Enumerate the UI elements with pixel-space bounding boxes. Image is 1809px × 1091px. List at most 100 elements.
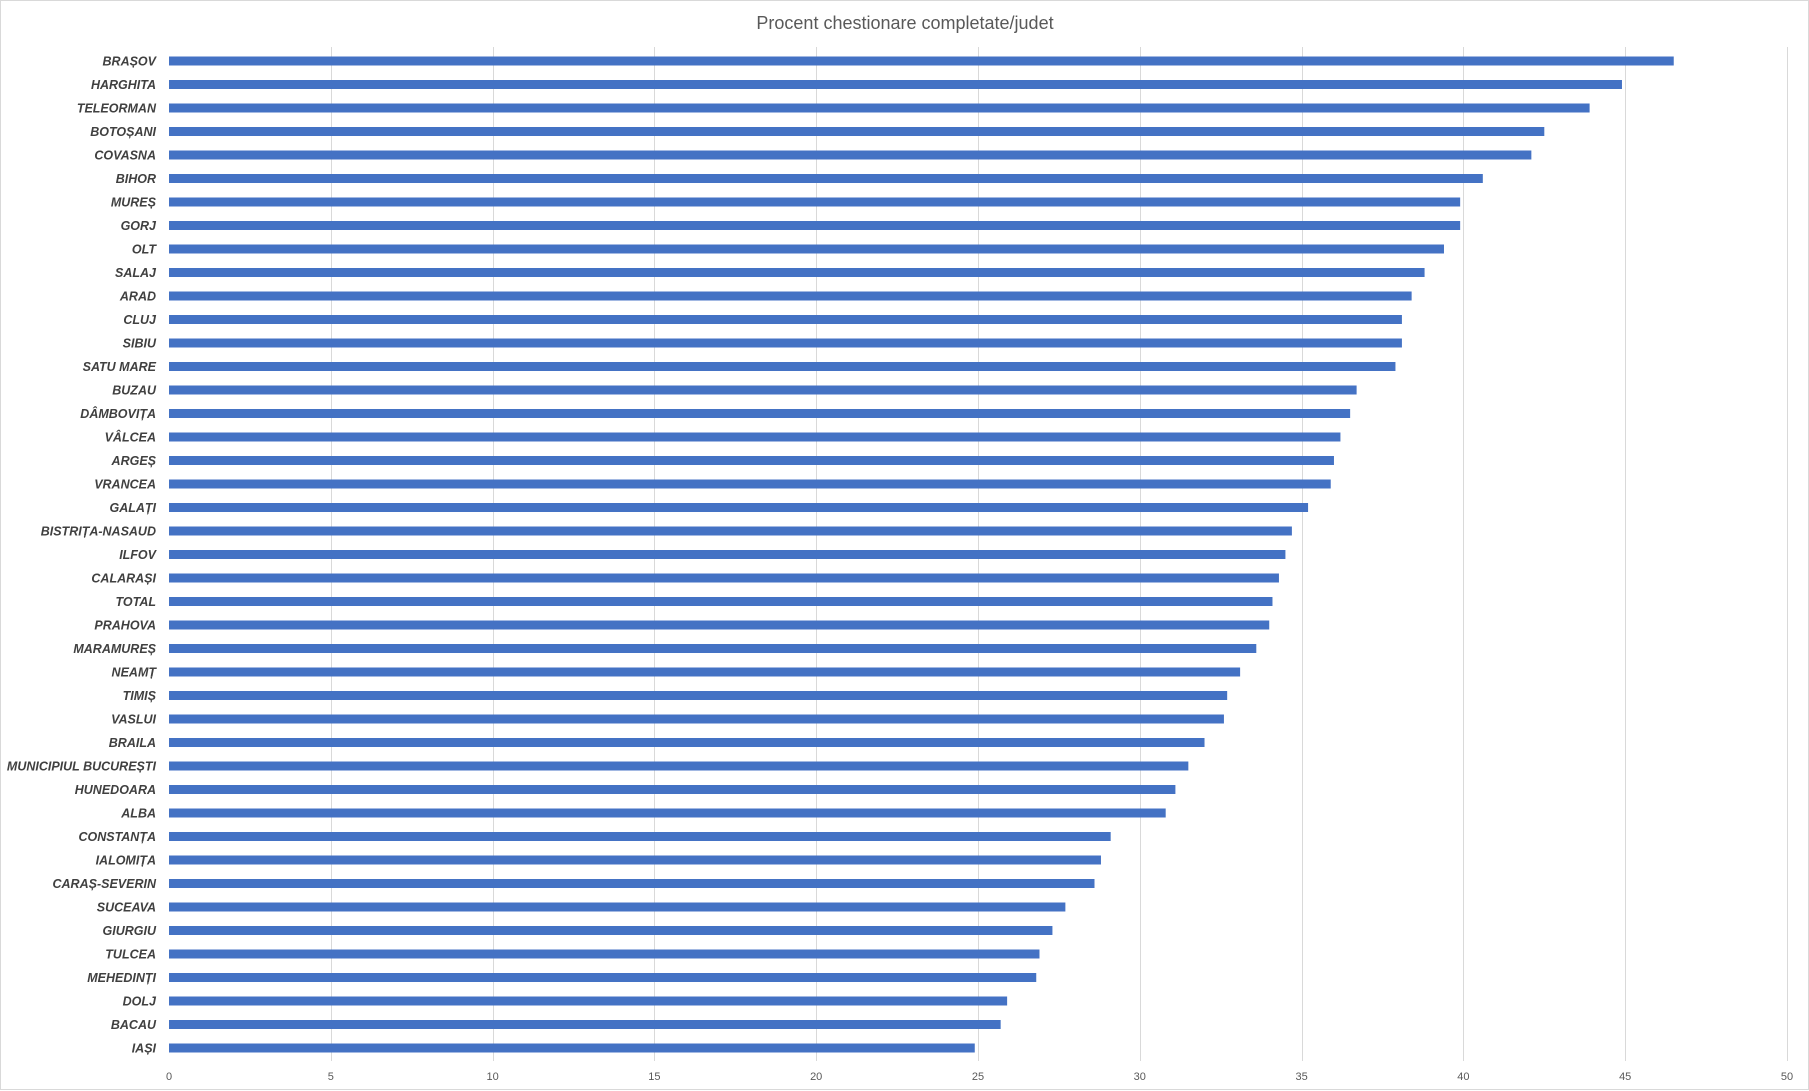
bar [169, 550, 1286, 559]
bar [169, 315, 1402, 324]
bar [169, 573, 1279, 583]
category-label: COVASNA [94, 149, 156, 163]
category-label: SIBIU [123, 337, 157, 351]
bar [169, 338, 1402, 348]
bar [169, 785, 1176, 794]
x-tick-label: 25 [972, 1071, 984, 1083]
category-label: TELEORMAN [77, 102, 157, 116]
bar [169, 526, 1292, 536]
category-label: MEHEDINȚI [87, 971, 156, 985]
bar [169, 832, 1111, 841]
bar [169, 1020, 1001, 1029]
category-label: OLT [132, 243, 157, 257]
bar [169, 221, 1461, 230]
bar [169, 691, 1228, 700]
x-tick-label: 10 [486, 1071, 498, 1083]
category-label: BISTRIȚA-NASAUD [41, 525, 156, 539]
category-label: GIURGIU [103, 924, 157, 938]
category-label: SALAJ [115, 266, 157, 280]
bar [169, 150, 1532, 160]
bar [169, 902, 1066, 912]
category-label: TULCEA [105, 948, 156, 962]
category-label: VRANCEA [94, 478, 156, 492]
bar [169, 808, 1166, 818]
bar [169, 127, 1545, 136]
bar [169, 409, 1351, 418]
category-label: MUNICIPIUL BUCUREȘTI [7, 760, 157, 774]
category-label: HUNEDOARA [75, 783, 156, 797]
bar [169, 714, 1224, 724]
category-label: ARGEȘ [111, 454, 157, 468]
x-tick-label: 5 [328, 1071, 334, 1083]
category-label: ILFOV [119, 548, 157, 562]
bar [169, 949, 1040, 959]
x-tick-label: 35 [1295, 1071, 1307, 1083]
bar [169, 80, 1622, 89]
chart-title: Procent chestionare completate/judet [756, 13, 1053, 33]
category-label: CALARAȘI [91, 572, 156, 586]
bar [169, 56, 1674, 66]
category-label: BOTOȘANI [90, 125, 156, 139]
category-labels: BRAȘOV HARGHITA TELEORMAN BOTOȘANI COVASNA BI… [7, 55, 158, 1056]
category-label: VASLUI [111, 713, 156, 727]
category-label: IALOMIȚA [96, 854, 156, 868]
bar [169, 268, 1425, 277]
bar [169, 174, 1483, 183]
x-tick-label: 15 [648, 1071, 660, 1083]
category-label: BRAILA [109, 736, 156, 750]
category-label: DOLJ [123, 995, 157, 1009]
category-label: SUCEAVA [97, 901, 156, 915]
bar [169, 362, 1396, 371]
category-label: MUREȘ [111, 196, 157, 210]
bar [169, 479, 1331, 489]
category-label: BRAȘOV [103, 55, 158, 69]
bar [169, 738, 1205, 747]
category-label: ALBA [120, 807, 156, 821]
category-label: ARAD [119, 290, 156, 304]
category-label: GORJ [121, 219, 157, 233]
x-tick-label: 0 [166, 1071, 172, 1083]
bar [169, 291, 1412, 301]
bar [169, 996, 1008, 1006]
x-tick-label: 50 [1781, 1071, 1793, 1083]
category-label: TIMIȘ [123, 689, 157, 703]
category-label: GALAȚI [109, 501, 156, 515]
bar [169, 1043, 975, 1053]
category-label: BIHOR [116, 172, 156, 186]
category-label: HARGHITA [91, 78, 156, 92]
x-tick-label: 20 [810, 1071, 822, 1083]
bar [169, 597, 1273, 606]
bar [169, 855, 1101, 865]
category-label: IAȘI [132, 1042, 157, 1056]
x-tick-label: 30 [1134, 1071, 1146, 1083]
category-label: TOTAL [115, 595, 156, 609]
bar [169, 926, 1053, 935]
category-label: BUZAU [112, 384, 157, 398]
bar [169, 456, 1334, 465]
bars [169, 56, 1674, 1053]
bar [169, 620, 1270, 630]
category-label: VÂLCEA [105, 430, 156, 445]
bar [169, 432, 1341, 442]
bar [169, 644, 1257, 653]
category-label: BACAU [111, 1018, 157, 1032]
bar [169, 667, 1241, 677]
category-label: DÂMBOVIȚA [80, 406, 156, 421]
bar [169, 879, 1095, 888]
bar [169, 761, 1189, 771]
bar [169, 385, 1357, 395]
category-label: CARAȘ-SEVERIN [53, 877, 157, 891]
category-label: NEAMȚ [112, 666, 158, 680]
category-label: CLUJ [123, 313, 157, 327]
bar [169, 503, 1309, 512]
bar [169, 973, 1037, 982]
category-label: PRAHOVA [94, 619, 156, 633]
bar [169, 103, 1590, 113]
x-tick-label: 40 [1457, 1071, 1469, 1083]
bar [169, 197, 1461, 207]
category-label: CONSTANȚA [78, 830, 156, 844]
bar [169, 244, 1444, 254]
x-tick-label: 45 [1619, 1071, 1631, 1083]
